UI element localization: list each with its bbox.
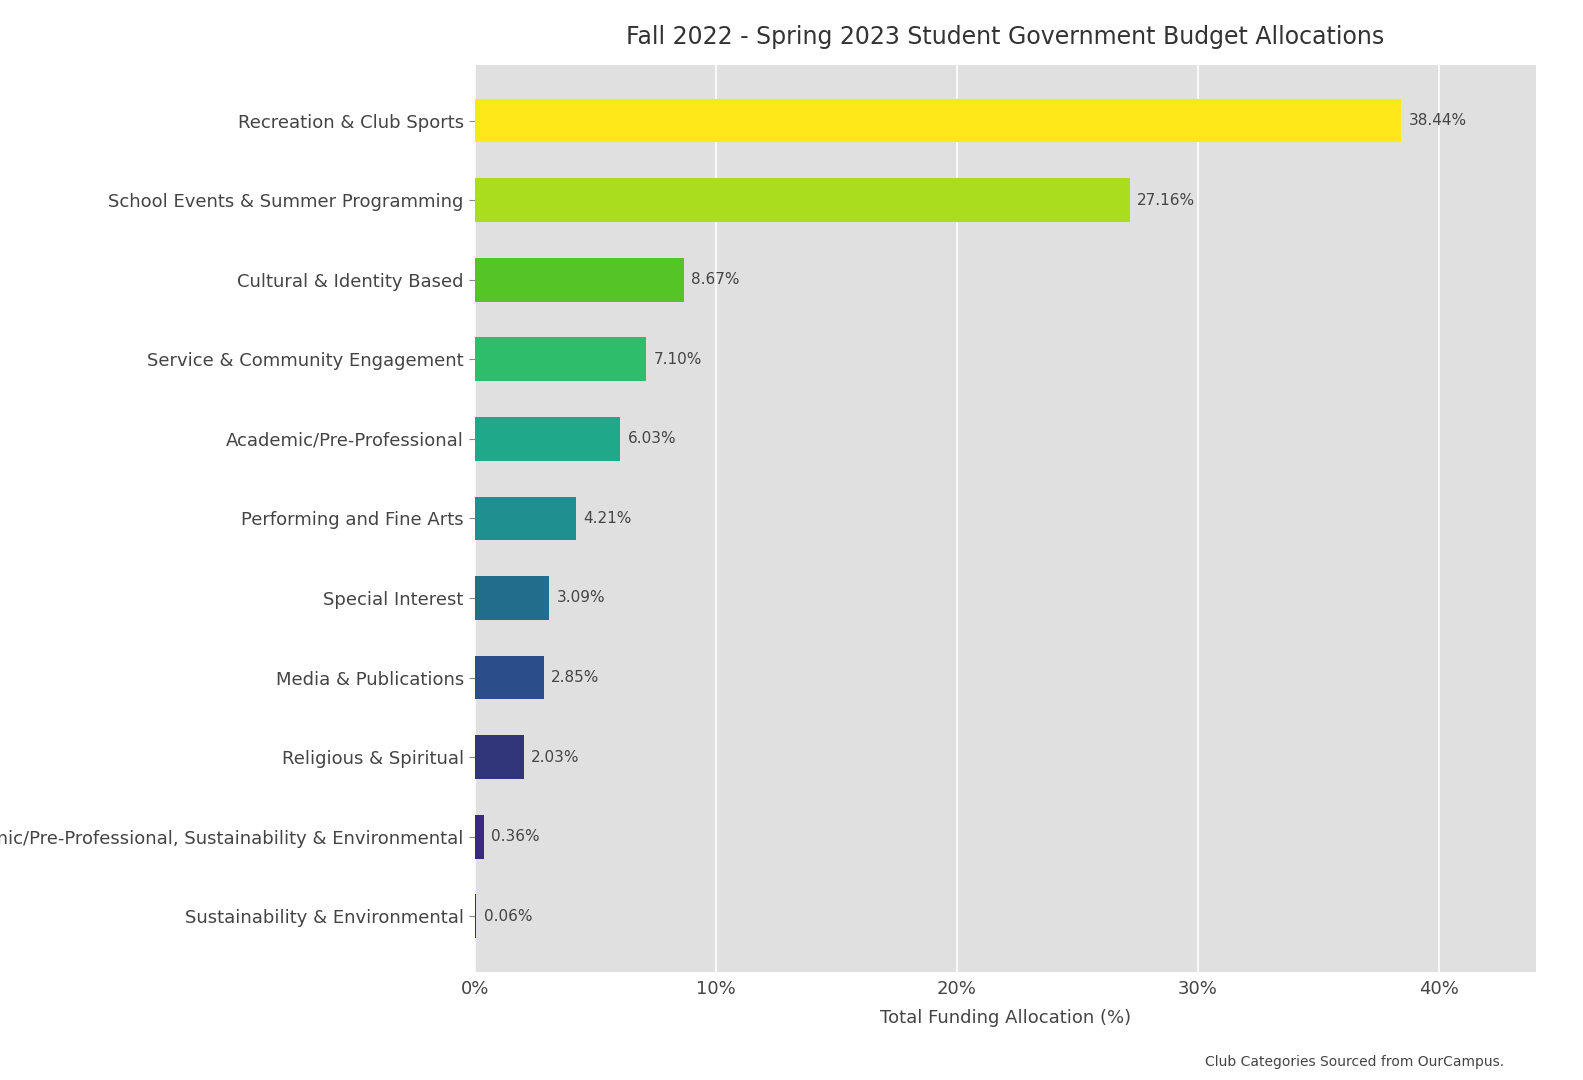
Bar <box>475 178 1130 222</box>
Title: Fall 2022 - Spring 2023 Student Government Budget Allocations: Fall 2022 - Spring 2023 Student Governme… <box>627 25 1384 49</box>
Text: 0.06%: 0.06% <box>483 908 532 923</box>
Text: Club Categories Sourced from OurCampus.: Club Categories Sourced from OurCampus. <box>1205 1055 1504 1069</box>
Bar <box>475 576 549 620</box>
Bar <box>475 98 1401 143</box>
Bar <box>475 814 483 859</box>
Bar <box>475 258 684 301</box>
Text: 2.03%: 2.03% <box>530 750 579 765</box>
Text: 27.16%: 27.16% <box>1137 192 1195 207</box>
Text: 4.21%: 4.21% <box>584 511 632 526</box>
Bar <box>475 417 621 461</box>
Text: 0.36%: 0.36% <box>491 829 540 845</box>
Bar <box>475 735 524 779</box>
Text: 6.03%: 6.03% <box>627 431 676 446</box>
X-axis label: Total Funding Allocation (%): Total Funding Allocation (%) <box>880 1010 1130 1027</box>
Text: 2.85%: 2.85% <box>551 670 600 685</box>
Bar <box>475 337 646 381</box>
Bar <box>475 656 543 700</box>
Text: 8.67%: 8.67% <box>692 272 739 287</box>
Text: 38.44%: 38.44% <box>1409 113 1467 129</box>
Text: 7.10%: 7.10% <box>654 352 701 367</box>
Text: 3.09%: 3.09% <box>557 591 605 606</box>
Bar <box>475 497 576 540</box>
